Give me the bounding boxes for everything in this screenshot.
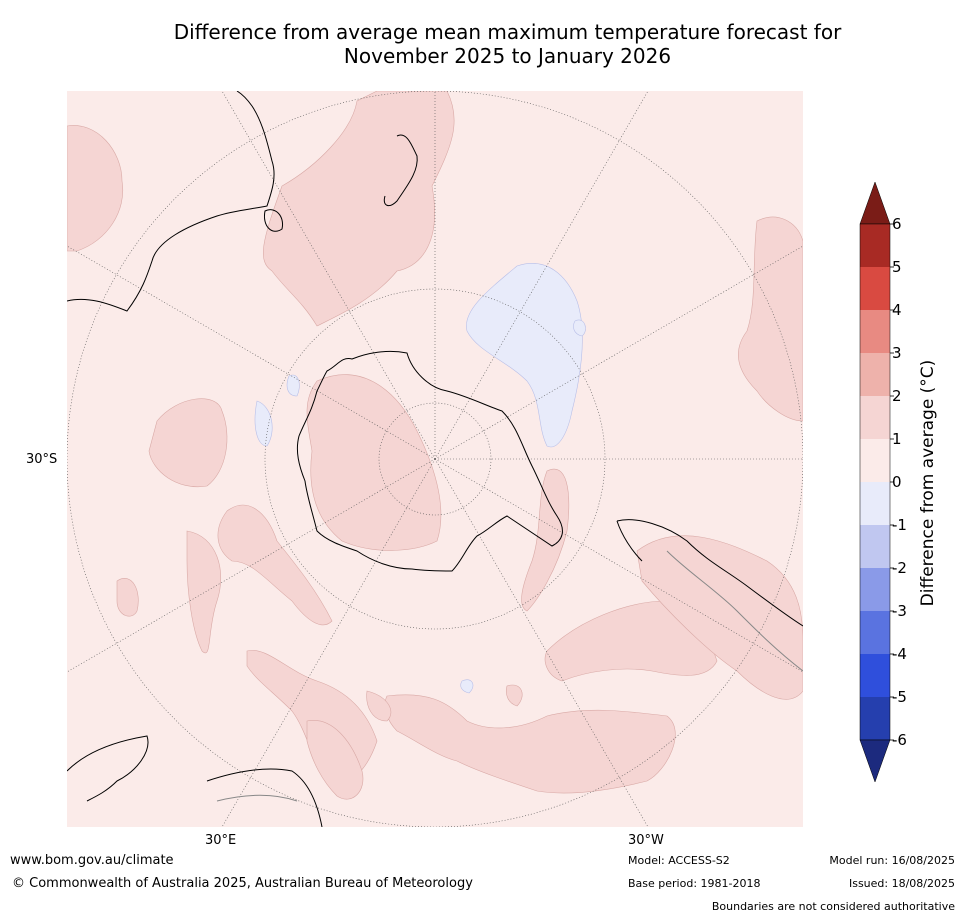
colorbar-tick-label: -5: [892, 688, 907, 706]
colorbar: 6 5 4 3 2 1 0 -1 -2 -3 -4 -5 -6: [855, 180, 965, 785]
colorbar-box-4_5: [860, 267, 890, 310]
colorbar-extend-bottom: [859, 739, 891, 783]
map-canvas: [67, 91, 803, 827]
colorbar-tick-label: 5: [892, 258, 902, 276]
colorbar-tick-label: 2: [892, 387, 902, 405]
longitude-label-30e: 30°E: [205, 833, 237, 848]
colorbar-tick-label: -6: [892, 731, 907, 749]
footer-issued: Issued: 18/08/2025: [848, 877, 955, 890]
colorbar-tick-label: -2: [892, 559, 907, 577]
footer-model-run: Model run: 16/08/2025: [829, 854, 955, 867]
colorbar-box-5_6: [860, 224, 890, 267]
longitude-label-30w: 30°W: [628, 833, 664, 848]
footer-model: Model: ACCESS-S2: [628, 854, 730, 867]
title-line-1: Difference from average mean maximum tem…: [173, 20, 842, 44]
footer-base-period: Base period: 1981-2018: [628, 877, 761, 890]
colorbar-tick-label: 0: [892, 473, 902, 491]
colorbar-ticks: 6 5 4 3 2 1 0 -1 -2 -3 -4 -5 -6: [890, 215, 907, 749]
colorbar-box-0_1: [860, 439, 890, 482]
colorbar-graphic: 6 5 4 3 2 1 0 -1 -2 -3 -4 -5 -6: [859, 181, 907, 783]
footer-disclaimer: Boundaries are not considered authoritat…: [711, 900, 955, 913]
colorbar-box-m6_m5: [860, 697, 890, 740]
colorbar-label: Difference from average (°C): [918, 359, 938, 607]
latitude-circles: [67, 91, 803, 827]
colorbar-tick-label: -1: [892, 516, 907, 534]
colorbar-box-m4_m3: [860, 611, 890, 654]
colorbar-box-1_2: [860, 396, 890, 439]
colorbar-extend-top: [859, 181, 891, 225]
colorbar-tick-label: 4: [892, 301, 902, 319]
colorbar-box-2_3: [860, 353, 890, 396]
colorbar-box-m1_0: [860, 482, 890, 525]
anomaly-minus1-to-0-regions: [254, 263, 586, 694]
colorbar-box-m5_m4: [860, 654, 890, 697]
borders: [216, 550, 803, 802]
title-line-2: November 2025 to January 2026: [343, 44, 672, 68]
meridians: [67, 91, 803, 827]
colorbar-tick-label: 3: [892, 344, 902, 362]
anomaly-1-to-2-regions: [67, 91, 803, 800]
colorbar-tick-label: -3: [892, 602, 907, 620]
colorbar-box-m3_m2: [860, 568, 890, 611]
colorbar-boxes: [859, 181, 891, 783]
polar-map: [67, 91, 803, 827]
chart-title: Difference from average mean maximum tem…: [60, 20, 955, 68]
colorbar-box-3_4: [860, 310, 890, 353]
coastlines: [67, 91, 803, 827]
colorbar-tick-label: 6: [892, 215, 902, 233]
latitude-label-30s: 30°S: [26, 452, 58, 467]
footer-website: www.bom.gov.au/climate: [10, 853, 174, 868]
footer-copyright: © Commonwealth of Australia 2025, Austra…: [12, 876, 473, 891]
colorbar-tick-label: 1: [892, 430, 902, 448]
colorbar-box-m2_m1: [860, 525, 890, 568]
colorbar-tick-label: -4: [892, 645, 907, 663]
